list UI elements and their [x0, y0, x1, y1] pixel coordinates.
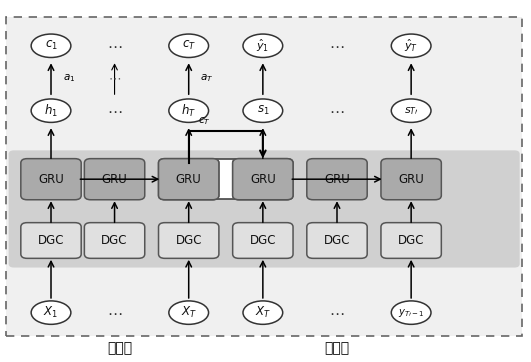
FancyBboxPatch shape — [6, 17, 523, 336]
FancyBboxPatch shape — [159, 159, 219, 200]
FancyBboxPatch shape — [159, 159, 219, 200]
Text: $\cdots$: $\cdots$ — [108, 72, 121, 85]
Text: $a_T$: $a_T$ — [200, 72, 213, 84]
Text: GRU: GRU — [176, 173, 202, 186]
Text: $\cdots$: $\cdots$ — [107, 103, 122, 118]
Text: $h_T$: $h_T$ — [181, 103, 196, 119]
FancyBboxPatch shape — [21, 159, 81, 200]
Text: $s_1$: $s_1$ — [256, 104, 269, 117]
Ellipse shape — [243, 34, 282, 58]
Text: $X_T$: $X_T$ — [181, 305, 197, 320]
Text: 编码器: 编码器 — [107, 342, 132, 356]
Text: DGC: DGC — [175, 234, 202, 247]
FancyBboxPatch shape — [233, 223, 293, 258]
Text: DGC: DGC — [324, 234, 350, 247]
Text: $\hat{y}_T$: $\hat{y}_T$ — [404, 38, 418, 54]
Text: $X_T$: $X_T$ — [255, 305, 271, 320]
Ellipse shape — [31, 34, 71, 58]
Text: $a_1$: $a_1$ — [63, 72, 75, 84]
Text: $h_1$: $h_1$ — [44, 103, 58, 119]
Ellipse shape — [31, 99, 71, 122]
FancyBboxPatch shape — [233, 159, 293, 200]
Text: GRU: GRU — [38, 173, 64, 186]
FancyBboxPatch shape — [307, 223, 367, 258]
Ellipse shape — [169, 301, 209, 324]
FancyBboxPatch shape — [84, 159, 145, 200]
Text: GRU: GRU — [101, 173, 127, 186]
Text: $\cdots$: $\cdots$ — [107, 38, 122, 53]
FancyBboxPatch shape — [307, 159, 367, 200]
Text: GRU: GRU — [324, 173, 350, 186]
Text: 解码器: 解码器 — [324, 342, 349, 356]
Bar — [212, 159, 239, 199]
Ellipse shape — [169, 34, 209, 58]
Text: GRU: GRU — [250, 173, 276, 186]
FancyBboxPatch shape — [8, 150, 520, 268]
Ellipse shape — [243, 99, 282, 122]
Text: $\cdots$: $\cdots$ — [329, 38, 345, 53]
FancyBboxPatch shape — [381, 223, 441, 258]
Text: GRU: GRU — [250, 173, 276, 186]
Ellipse shape — [169, 99, 209, 122]
FancyBboxPatch shape — [84, 223, 145, 258]
Text: $y_{T\prime-1}$: $y_{T\prime-1}$ — [398, 307, 424, 319]
Text: $X_1$: $X_1$ — [44, 305, 58, 320]
Text: $c_T$: $c_T$ — [182, 39, 196, 52]
Text: DGC: DGC — [250, 234, 276, 247]
Ellipse shape — [391, 301, 431, 324]
Text: $\cdots$: $\cdots$ — [329, 103, 345, 118]
Text: DGC: DGC — [38, 234, 64, 247]
Text: $\hat{y}_1$: $\hat{y}_1$ — [256, 38, 269, 54]
FancyBboxPatch shape — [233, 159, 293, 200]
Ellipse shape — [31, 301, 71, 324]
Text: $\cdots$: $\cdots$ — [329, 305, 345, 320]
FancyBboxPatch shape — [381, 159, 441, 200]
FancyBboxPatch shape — [21, 223, 81, 258]
Ellipse shape — [391, 34, 431, 58]
FancyBboxPatch shape — [159, 223, 219, 258]
Text: DGC: DGC — [101, 234, 128, 247]
Text: $\cdots$: $\cdots$ — [107, 305, 122, 320]
Ellipse shape — [243, 301, 282, 324]
Text: $c_1$: $c_1$ — [45, 39, 57, 52]
Text: GRU: GRU — [176, 173, 202, 186]
Text: DGC: DGC — [398, 234, 424, 247]
Text: $c_T$: $c_T$ — [198, 115, 211, 127]
Text: GRU: GRU — [398, 173, 424, 186]
Text: $s_{T\prime}$: $s_{T\prime}$ — [404, 105, 418, 117]
Ellipse shape — [391, 99, 431, 122]
